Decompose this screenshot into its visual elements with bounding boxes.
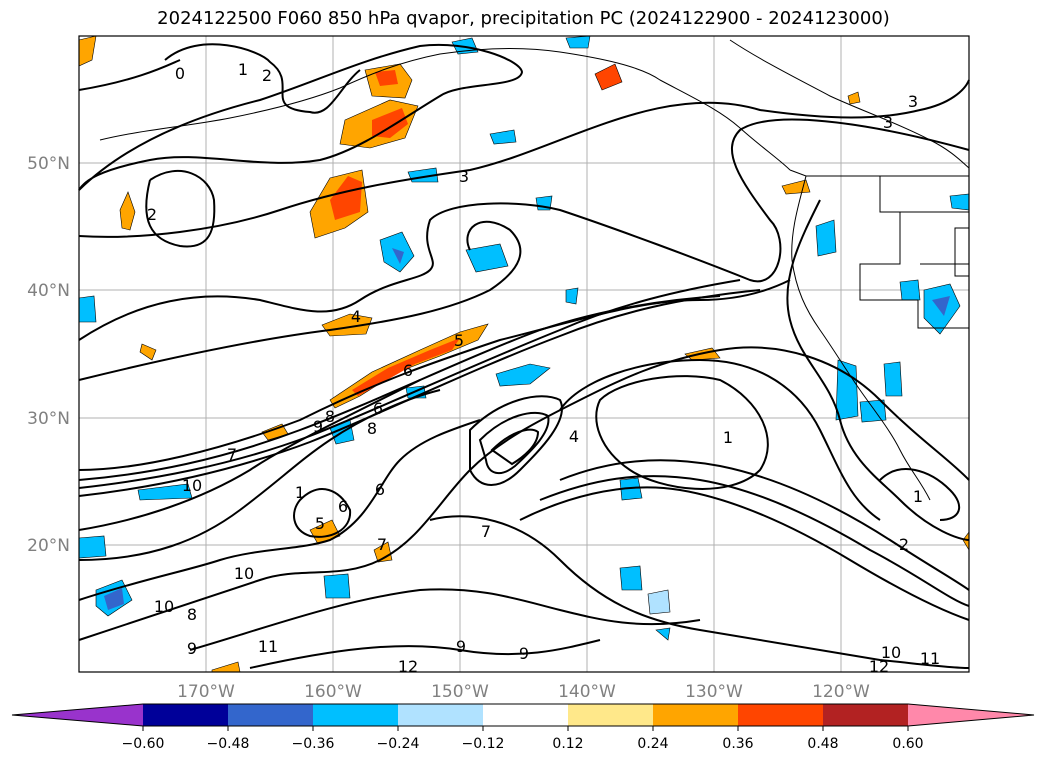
contour-label: 9 xyxy=(456,637,466,656)
contour-label: 6 xyxy=(403,361,413,380)
colorbar-extend-low xyxy=(12,704,143,726)
lat-label: 20°N xyxy=(27,536,70,556)
lon-label: 120°W xyxy=(812,682,870,702)
contour-label: 2 xyxy=(899,535,909,554)
contour-label-group: 0 1 2 2 3 3 3 4 5 6 7 8 8 9 10 10 10 7 6… xyxy=(147,60,940,676)
contour-label: 11 xyxy=(920,649,940,668)
lon-label: 160°W xyxy=(304,682,362,702)
contour-label: 1 xyxy=(913,487,923,506)
contour-label: 1 xyxy=(723,428,733,447)
contour-label: 0 xyxy=(175,64,185,83)
contour-label: 10 xyxy=(881,643,901,662)
contour-label: 11 xyxy=(258,637,278,656)
contour-label: 12 xyxy=(398,657,418,676)
colorbar-segment xyxy=(398,704,483,726)
colorbar-segment xyxy=(568,704,653,726)
contour-label: 8 xyxy=(325,407,335,426)
colorbar-label: −0.12 xyxy=(462,736,505,752)
contour-label: 5 xyxy=(454,331,464,350)
colorbar-label: 0.60 xyxy=(892,736,923,752)
colorbar-label: 0.48 xyxy=(807,736,838,752)
qvapor-contours xyxy=(78,43,970,669)
map-frame xyxy=(78,35,970,673)
contour-label: 6 xyxy=(375,480,385,499)
contour-label: 3 xyxy=(908,92,918,111)
colorbar-segment xyxy=(738,704,823,726)
contour-label: 6 xyxy=(338,497,348,516)
map-area xyxy=(79,36,969,672)
map-title: 2024122500 F060 850 hPa qvapor, precipit… xyxy=(157,8,890,29)
contour-label: 3 xyxy=(883,113,893,132)
lat-label: 30°N xyxy=(27,409,70,429)
colorbar-label: 0.36 xyxy=(722,736,753,752)
contour-label: 2 xyxy=(147,205,157,224)
contour-label: 8 xyxy=(367,419,377,438)
colorbar-label: 0.12 xyxy=(552,736,583,752)
colorbar-segment xyxy=(483,704,568,726)
colorbar-label: −0.24 xyxy=(377,736,420,752)
contour-label: 1 xyxy=(238,60,248,79)
colorbar-extend-high xyxy=(908,704,1034,726)
colorbar-segment xyxy=(143,704,228,726)
contour-label: 10 xyxy=(154,597,174,616)
colorbar: −0.60 −0.48 −0.36 −0.24 −0.12 0.12 0.24 0.36 0.4… xyxy=(11,703,1035,752)
contour-label: 7 xyxy=(227,445,237,464)
contour-label: 10 xyxy=(182,476,202,495)
contour-label: 10 xyxy=(234,564,254,583)
latitude-labels: 50°N 40°N 30°N 20°N xyxy=(27,154,70,556)
lon-label: 170°W xyxy=(177,682,235,702)
lat-label: 50°N xyxy=(27,154,70,174)
contour-label: 4 xyxy=(569,427,579,446)
contour-label: 8 xyxy=(187,605,197,624)
colorbar-segment xyxy=(823,704,908,726)
contour-label: 2 xyxy=(262,66,272,85)
contour-label: 12 xyxy=(869,657,889,676)
contour-label: 5 xyxy=(315,514,325,533)
contour-label: 4 xyxy=(351,307,361,326)
lon-label: 130°W xyxy=(685,682,743,702)
colorbar-segment xyxy=(228,704,313,726)
colorbar-segment xyxy=(313,704,398,726)
colorbar-label: 0.24 xyxy=(637,736,668,752)
contour-label: 6 xyxy=(373,399,383,418)
contour-label: 7 xyxy=(377,535,387,554)
contour-label: 7 xyxy=(481,522,491,541)
colorbar-label: −0.48 xyxy=(207,736,250,752)
contour-label: 9 xyxy=(313,417,323,436)
lon-label: 150°W xyxy=(431,682,489,702)
longitude-labels: 170°W 160°W 150°W 140°W 130°W 120°W xyxy=(177,682,870,702)
contour-label: 1 xyxy=(295,483,305,502)
contour-label: 9 xyxy=(187,639,197,658)
lon-label: 140°W xyxy=(558,682,616,702)
colorbar-label: −0.60 xyxy=(122,736,165,752)
colorbar-label: −0.36 xyxy=(292,736,335,752)
coastlines xyxy=(99,39,970,501)
contour-label: 9 xyxy=(519,644,529,663)
contour-label: 3 xyxy=(459,167,469,186)
colorbar-segment xyxy=(653,704,738,726)
lat-label: 40°N xyxy=(27,281,70,301)
